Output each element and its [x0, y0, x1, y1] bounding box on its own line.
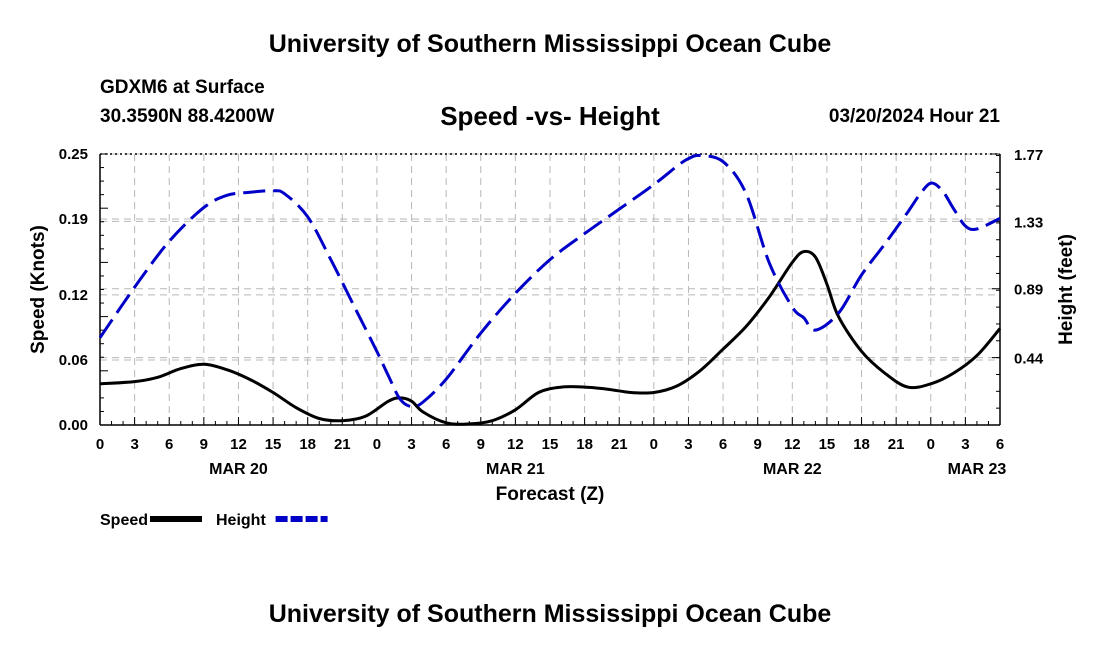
x-tick-label: 18	[299, 436, 316, 453]
x-tick-label: 6	[996, 436, 1004, 453]
x-tick-label: 21	[888, 436, 905, 453]
x-tick-label: 3	[407, 436, 415, 453]
x-tick-label: 9	[477, 436, 485, 453]
x-tick-label: 0	[373, 436, 381, 453]
x-tick-label: 21	[611, 436, 628, 453]
x-tick-label: 9	[754, 436, 762, 453]
x-tick-label: 12	[230, 436, 247, 453]
y-tick-label-left: 0.06	[59, 352, 88, 369]
x-tick-label: 6	[719, 436, 727, 453]
x-tick-label: 9	[200, 436, 208, 453]
x-tick-label: 15	[542, 436, 559, 453]
coordinates-label: 30.3590N 88.4200W	[100, 106, 275, 127]
x-tick-label: 0	[96, 436, 104, 453]
x-date-label: MAR 20	[209, 461, 268, 478]
x-tick-label: 12	[784, 436, 801, 453]
series-line-height	[98, 153, 1001, 409]
x-tick-label: 6	[442, 436, 450, 453]
y-tick-label-left: 0.19	[59, 211, 88, 228]
x-tick-label: 15	[265, 436, 282, 453]
series-line-speed	[99, 249, 1002, 426]
y-axis-title-right: Height (feet)	[1056, 234, 1077, 345]
chart-subtitle: Speed -vs- Height	[440, 101, 660, 131]
x-tick-label: 18	[853, 436, 870, 453]
x-date-label: MAR 22	[763, 461, 822, 478]
y-tick-label-left: 0.00	[59, 417, 88, 434]
footer-title: University of Southern Mississippi Ocean…	[268, 600, 832, 628]
forecast-date: 03/20/2024 Hour 21	[828, 106, 1000, 127]
y-axis-title-left: Speed (Knots)	[28, 225, 49, 354]
x-tick-label: 21	[334, 436, 351, 453]
y-tick-label-right: 1.33	[1014, 214, 1043, 231]
y-tick-label-right: 0.44	[1014, 351, 1044, 368]
x-tick-label: 0	[927, 436, 935, 453]
x-tick-label: 3	[684, 436, 692, 453]
x-axis-title: Forecast (Z)	[496, 484, 605, 505]
x-date-label: MAR 21	[486, 461, 545, 478]
y-tick-label-right: 1.77	[1014, 147, 1043, 164]
x-tick-label: 0	[650, 436, 658, 453]
x-tick-label: 3	[961, 436, 969, 453]
station-label: GDXM6 at Surface	[100, 77, 265, 98]
x-tick-label: 18	[576, 436, 593, 453]
y-tick-label-left: 0.12	[59, 287, 88, 304]
x-tick-label: 6	[165, 436, 173, 453]
legend-label-speed: Speed	[100, 512, 148, 529]
x-tick-label: 15	[819, 436, 836, 453]
x-tick-label: 12	[507, 436, 524, 453]
x-date-label: MAR 23	[948, 461, 1007, 478]
y-tick-label-right: 0.89	[1014, 282, 1043, 299]
legend-label-height: Height	[216, 512, 266, 529]
x-tick-label: 3	[130, 436, 138, 453]
y-tick-label-left: 0.25	[59, 146, 88, 163]
chart-title: University of Southern Mississippi Ocean…	[268, 30, 832, 58]
